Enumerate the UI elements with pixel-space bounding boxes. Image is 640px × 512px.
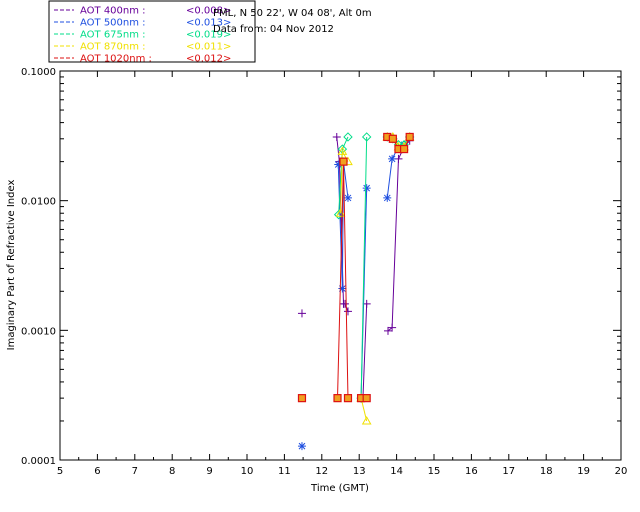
x-tick-label: 6 — [94, 466, 100, 477]
x-axis-label: Time (GMT) — [310, 483, 369, 494]
legend-value: <0.008> — [186, 6, 231, 17]
legend-label: AOT 400nm : — [80, 6, 146, 17]
square-marker-fill — [405, 132, 414, 142]
series-1020nm — [297, 132, 414, 403]
data-point-675nm — [333, 209, 344, 220]
data-point-500nm — [388, 154, 397, 163]
legend-entry: AOT 500nm : <0.013> — [54, 18, 231, 29]
data-point-400nm — [332, 132, 341, 141]
data-point-870nm — [361, 415, 372, 425]
y-tick-label: 0.0010 — [21, 326, 56, 337]
station-location: PML, N 50 22', W 04 08', Alt 0m — [213, 8, 372, 19]
legend-label: AOT 870nm : — [80, 42, 146, 53]
square-marker-fill — [339, 157, 348, 166]
square-marker-fill — [399, 144, 409, 154]
x-tick-label: 12 — [315, 466, 328, 477]
x-tick-label: 16 — [465, 466, 478, 477]
data-point-870nm — [337, 146, 348, 155]
series-500nm — [297, 132, 414, 451]
data-point-675nm — [343, 132, 353, 142]
y-axis-label: Imaginary Part of Refractive Index — [6, 180, 17, 351]
series-675nm — [333, 132, 415, 403]
data-point-1020nm — [339, 157, 348, 166]
data-point-1020nm — [405, 132, 414, 142]
data-point-500nm — [297, 442, 306, 451]
x-tick-label: 15 — [428, 466, 441, 477]
data-point-1020nm — [297, 394, 307, 403]
x-tick-label: 11 — [278, 466, 291, 477]
data-point-500nm — [362, 184, 371, 193]
legend-entry: AOT 675nm : <0.019> — [54, 30, 231, 41]
data-point-675nm — [361, 132, 372, 142]
legend-entry: AOT 400nm : <0.008> — [54, 6, 231, 17]
x-tick-label: 17 — [502, 466, 515, 477]
x-tick-label: 14 — [390, 466, 403, 477]
series-400nm — [297, 132, 414, 403]
x-tick-label: 19 — [577, 466, 590, 477]
data-point-400nm — [340, 299, 349, 308]
x-tick-label: 5 — [57, 466, 63, 477]
legend-entry: AOT 1020nm : <0.012> — [54, 54, 231, 65]
data-point-500nm — [334, 160, 343, 169]
x-tick-label: 7 — [132, 466, 138, 477]
series-line-500nm — [337, 161, 349, 289]
legend-entry: AOT 870nm : <0.011> — [54, 42, 231, 53]
x-tick-label: 9 — [206, 466, 212, 477]
x-tick-label: 8 — [169, 466, 175, 477]
legend-label: AOT 1020nm : — [80, 54, 152, 65]
data-point-400nm — [388, 323, 397, 332]
square-marker-fill — [333, 394, 342, 403]
y-tick-label: 0.0001 — [21, 456, 56, 467]
data-point-1020nm — [362, 394, 371, 403]
legend-value: <0.012> — [186, 54, 231, 65]
y-tick-label: 0.1000 — [21, 67, 56, 78]
data-point-1020nm — [333, 394, 342, 403]
square-marker-fill — [362, 394, 371, 403]
square-marker-fill — [388, 134, 397, 143]
y-tick-label: 0.0100 — [21, 197, 56, 208]
data-point-400nm — [383, 326, 392, 335]
series-line-675nm — [360, 136, 368, 399]
data-point-500nm — [343, 193, 352, 202]
data-point-1020nm — [388, 134, 397, 143]
x-tick-label: 13 — [353, 466, 366, 477]
data-point-500nm — [383, 193, 392, 202]
series-line-400nm — [362, 303, 368, 399]
legend-frame — [48, 0, 256, 63]
legend: AOT 400nm : <0.008>AOT 500nm : <0.013>AOT … — [48, 0, 256, 65]
data-point-1020nm — [399, 144, 409, 154]
data-point-400nm — [297, 309, 306, 318]
data-point-1020nm — [343, 394, 353, 403]
data-point-500nm — [338, 284, 347, 293]
legend-label: AOT 500nm : — [80, 18, 146, 29]
legend-value: <0.013> — [186, 18, 231, 29]
x-tick-label: 20 — [615, 466, 628, 477]
x-tick-label: 10 — [241, 466, 254, 477]
series-line-675nm — [338, 136, 349, 215]
legend-value: <0.019> — [186, 30, 231, 41]
legend-label: AOT 675nm : — [80, 30, 146, 41]
x-tick-label: 18 — [540, 466, 553, 477]
square-marker-fill — [297, 394, 307, 403]
data-date: Data from: 04 Nov 2012 — [213, 24, 334, 35]
legend-value: <0.011> — [186, 42, 231, 53]
data-point-400nm — [343, 307, 352, 316]
square-marker-fill — [343, 394, 353, 403]
